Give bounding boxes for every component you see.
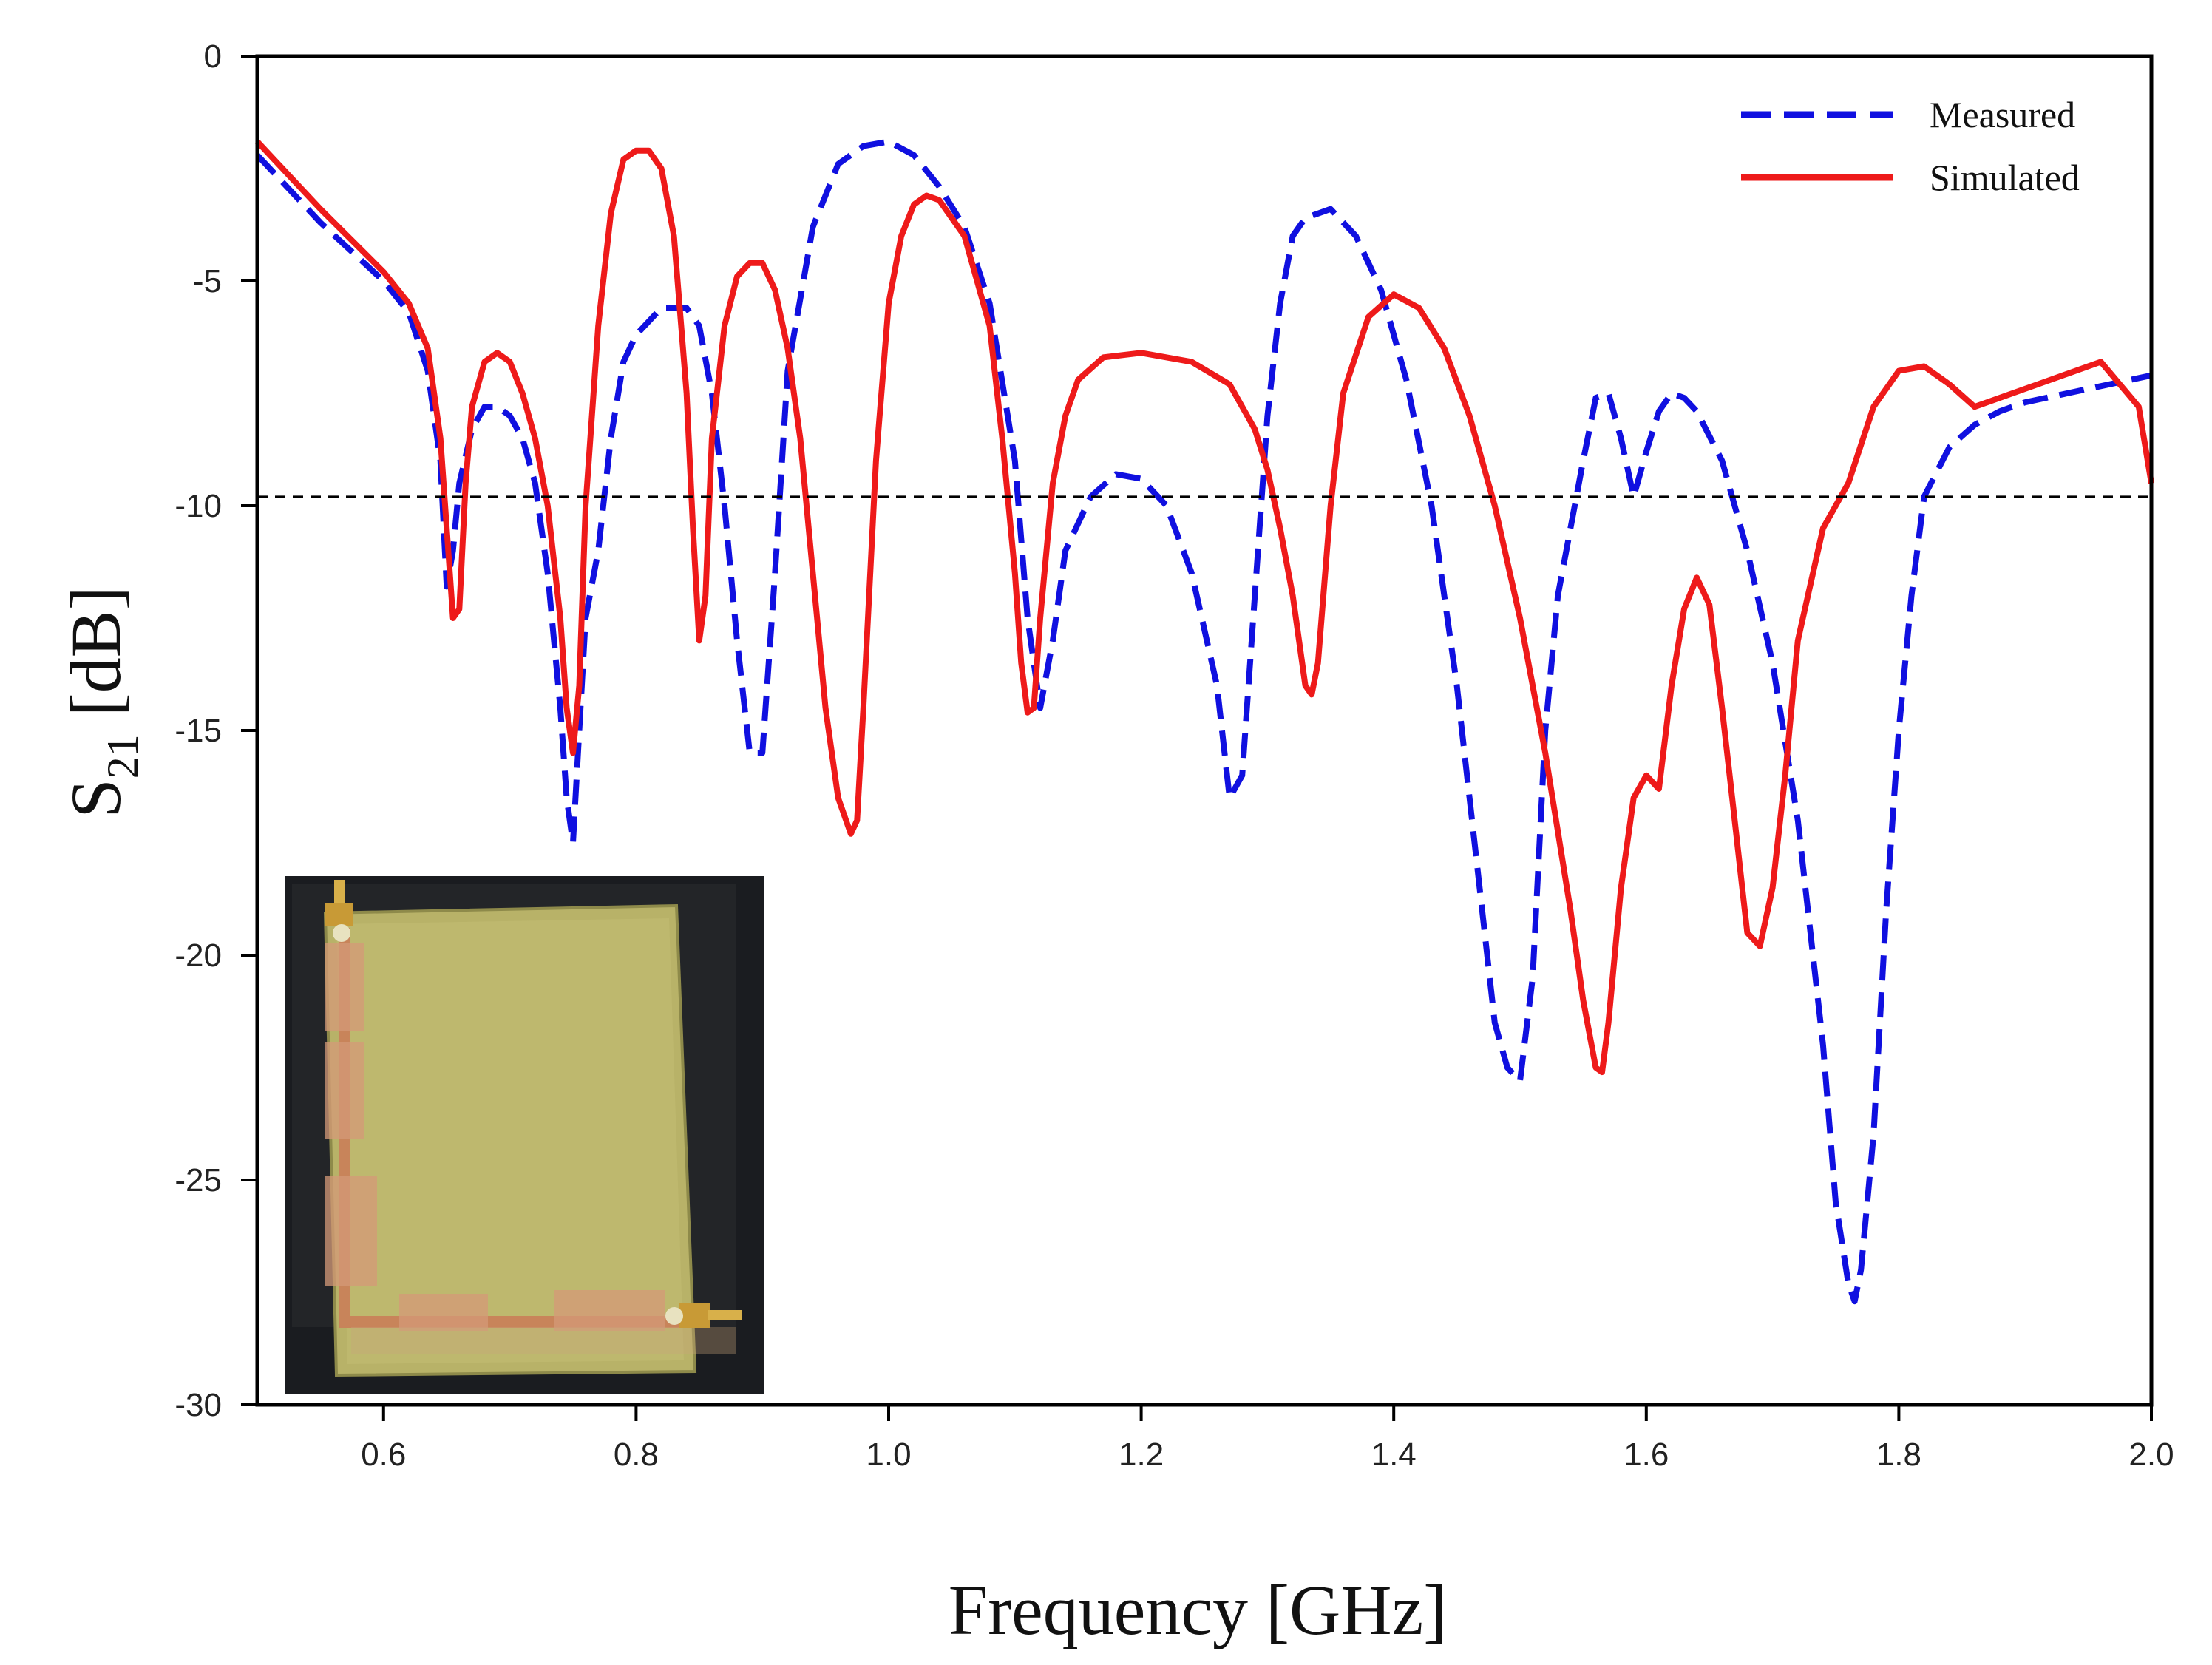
y-tick-label: -25 <box>174 1162 222 1198</box>
sma-connector-right <box>665 1303 742 1328</box>
sma-connector-top <box>325 880 353 942</box>
legend-label-simulated: Simulated <box>1930 157 2080 198</box>
x-tick-label: 1.4 <box>1371 1437 1417 1473</box>
x-tick-label: 0.8 <box>614 1437 659 1473</box>
y-axis-title: S21 [dB] <box>56 586 147 818</box>
series-line-measured <box>255 138 2152 1305</box>
lines-layer <box>255 138 2154 1305</box>
y-tick-label: -15 <box>174 713 222 749</box>
x-tick-label: 1.2 <box>1119 1437 1164 1473</box>
y-tick-label: -30 <box>174 1387 222 1423</box>
x-tick-label: 0.6 <box>361 1437 406 1473</box>
series-line-simulated <box>255 139 2154 1076</box>
inset-photo-filter-board <box>285 876 764 1394</box>
y-axis-title-unit: [dB] <box>56 586 135 734</box>
y-tick-label: 0 <box>204 38 222 75</box>
x-tick-label: 1.6 <box>1624 1437 1669 1473</box>
y-tick-label: -5 <box>193 263 222 299</box>
x-tick-label: 1.0 <box>866 1437 911 1473</box>
legend: Measured Simulated <box>1741 94 2080 198</box>
ticks-layer: 0.6 0.8 1.0 1.2 1.4 1.6 1.8 2.0 0 -5 -10 -15 -20 -25 -… <box>174 38 2174 1473</box>
y-axis-title-main: S <box>56 779 135 818</box>
y-tick-label: -20 <box>174 937 222 974</box>
x-tick-label: 2.0 <box>2128 1437 2174 1473</box>
x-axis-title: Frequency [GHz] <box>949 1570 1447 1649</box>
x-tick-label: 1.8 <box>1876 1437 1921 1473</box>
y-axis-title-group: S21 [dB] <box>56 586 147 818</box>
y-axis-title-subscript: 21 <box>98 734 147 779</box>
y-tick-label: -10 <box>174 488 222 524</box>
legend-label-measured: Measured <box>1930 94 2075 135</box>
